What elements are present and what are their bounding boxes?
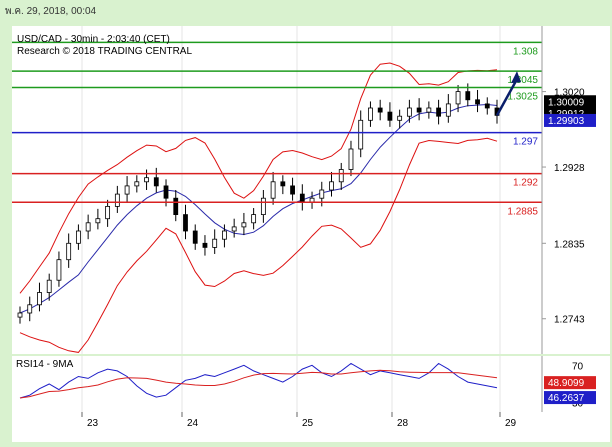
chart-subtitle: Research © 2018 TRADING CENTRAL — [17, 46, 192, 57]
header-bar: พ.ค. 29, 2018, 00:04 — [0, 0, 612, 20]
candle — [338, 162, 344, 190]
rsi-svg: 70 30 48.9099 46.2637 RSI14 - 9MA — [16, 356, 596, 412]
candle — [387, 102, 393, 127]
candle — [95, 208, 101, 230]
level-resistance: 1.3025 — [12, 86, 542, 103]
x-tick-label: 29 — [505, 418, 517, 429]
x-tick-label: 23 — [87, 418, 99, 429]
x-tick-label: 25 — [302, 418, 314, 429]
candle — [66, 233, 72, 268]
level-pivot: 1.297 — [12, 131, 542, 148]
price-tag: 1.30009 — [544, 95, 596, 109]
candle — [134, 175, 140, 193]
candle — [299, 184, 305, 211]
candle — [455, 85, 461, 113]
y-tick-label: 1.2835 — [554, 239, 585, 250]
candle — [260, 190, 266, 223]
forecast-arrow — [495, 78, 519, 116]
candle — [280, 175, 286, 195]
x-axis-svg: 23 24 25 28 29 — [81, 412, 517, 429]
candle — [251, 208, 257, 230]
y-tick-label: 1.2928 — [554, 163, 585, 174]
level-resistance: 1.3045 — [12, 70, 542, 86]
level-label: 1.3025 — [507, 92, 538, 103]
candle — [192, 224, 198, 250]
rsi-value-tag: 48.9099 — [544, 376, 596, 390]
candle — [183, 204, 188, 240]
level-support: 1.292 — [12, 172, 542, 189]
arrow-head-icon — [511, 71, 521, 84]
candle — [397, 109, 403, 129]
candle — [37, 282, 42, 312]
candle — [173, 190, 179, 222]
level-label: 1.3045 — [507, 75, 538, 86]
candle — [212, 229, 218, 254]
rsi-tick-label: 70 — [572, 361, 584, 372]
candle — [56, 251, 62, 287]
candle — [222, 224, 227, 248]
candle — [114, 185, 120, 213]
candle — [445, 94, 451, 123]
candle — [76, 224, 81, 250]
candle — [270, 171, 276, 205]
rsi-ma-line — [19, 369, 498, 399]
candle — [416, 98, 422, 121]
candle — [241, 212, 247, 236]
candle — [377, 99, 383, 121]
candle — [309, 191, 315, 209]
candle — [348, 140, 354, 177]
price-chart-svg: 1.308 1.3045 1.3025 1.297 1.292 1.2885 1.3020… — [12, 26, 596, 354]
level-label: 1.297 — [513, 137, 538, 148]
level-label: 1.2885 — [507, 206, 538, 217]
price-tag: 1.29903 — [544, 113, 596, 127]
rsi-tick-label: 30 — [572, 399, 584, 410]
candle — [27, 296, 33, 322]
candle — [17, 306, 23, 324]
candle — [124, 176, 130, 203]
rsi-value-tag: 46.2637 — [544, 391, 596, 405]
candle — [231, 218, 237, 238]
x-tick-label: 24 — [187, 418, 199, 429]
rsi-line — [19, 362, 498, 399]
rsi-panel: 70 30 48.9099 46.2637 RSI14 - 9MA — [12, 356, 610, 412]
bollinger-upper — [19, 62, 498, 294]
candle — [426, 101, 432, 119]
candle — [144, 169, 149, 190]
svg-text:1.29903: 1.29903 — [548, 116, 585, 127]
y-tick-label: 1.3020 — [554, 88, 585, 99]
candle — [436, 99, 441, 125]
level-label: 1.308 — [513, 46, 538, 57]
candle — [290, 177, 295, 201]
bollinger-lower — [19, 137, 498, 353]
level-label: 1.292 — [513, 178, 538, 189]
svg-text:1.30009: 1.30009 — [548, 97, 585, 108]
candle — [105, 199, 111, 227]
candle — [46, 273, 52, 301]
moving-average-line — [19, 103, 498, 314]
header-datetime: พ.ค. 29, 2018, 00:04 — [5, 6, 97, 17]
chart-title: USD/CAD - 30min - 2:03:40 (CET) — [17, 34, 170, 45]
y-tick-label: 1.2743 — [554, 315, 585, 326]
candle — [368, 101, 373, 127]
candle — [484, 97, 490, 115]
price-chart-panel: 1.308 1.3045 1.3025 1.297 1.292 1.2885 1.3020… — [12, 26, 610, 354]
candle — [202, 235, 208, 256]
candle — [329, 171, 334, 197]
candle — [358, 110, 364, 158]
x-axis: 23 24 25 28 29 — [12, 412, 610, 442]
x-tick-label: 28 — [397, 418, 409, 429]
candle — [406, 99, 412, 123]
svg-text:48.9099: 48.9099 — [548, 378, 585, 389]
candle — [85, 214, 91, 240]
candle — [475, 89, 480, 113]
svg-text:46.2637: 46.2637 — [548, 393, 585, 404]
candle — [153, 167, 159, 193]
level-resistance: 1.308 — [12, 41, 542, 57]
rsi-label: RSI14 - 9MA — [16, 359, 74, 370]
level-support: 1.2885 — [12, 201, 542, 217]
